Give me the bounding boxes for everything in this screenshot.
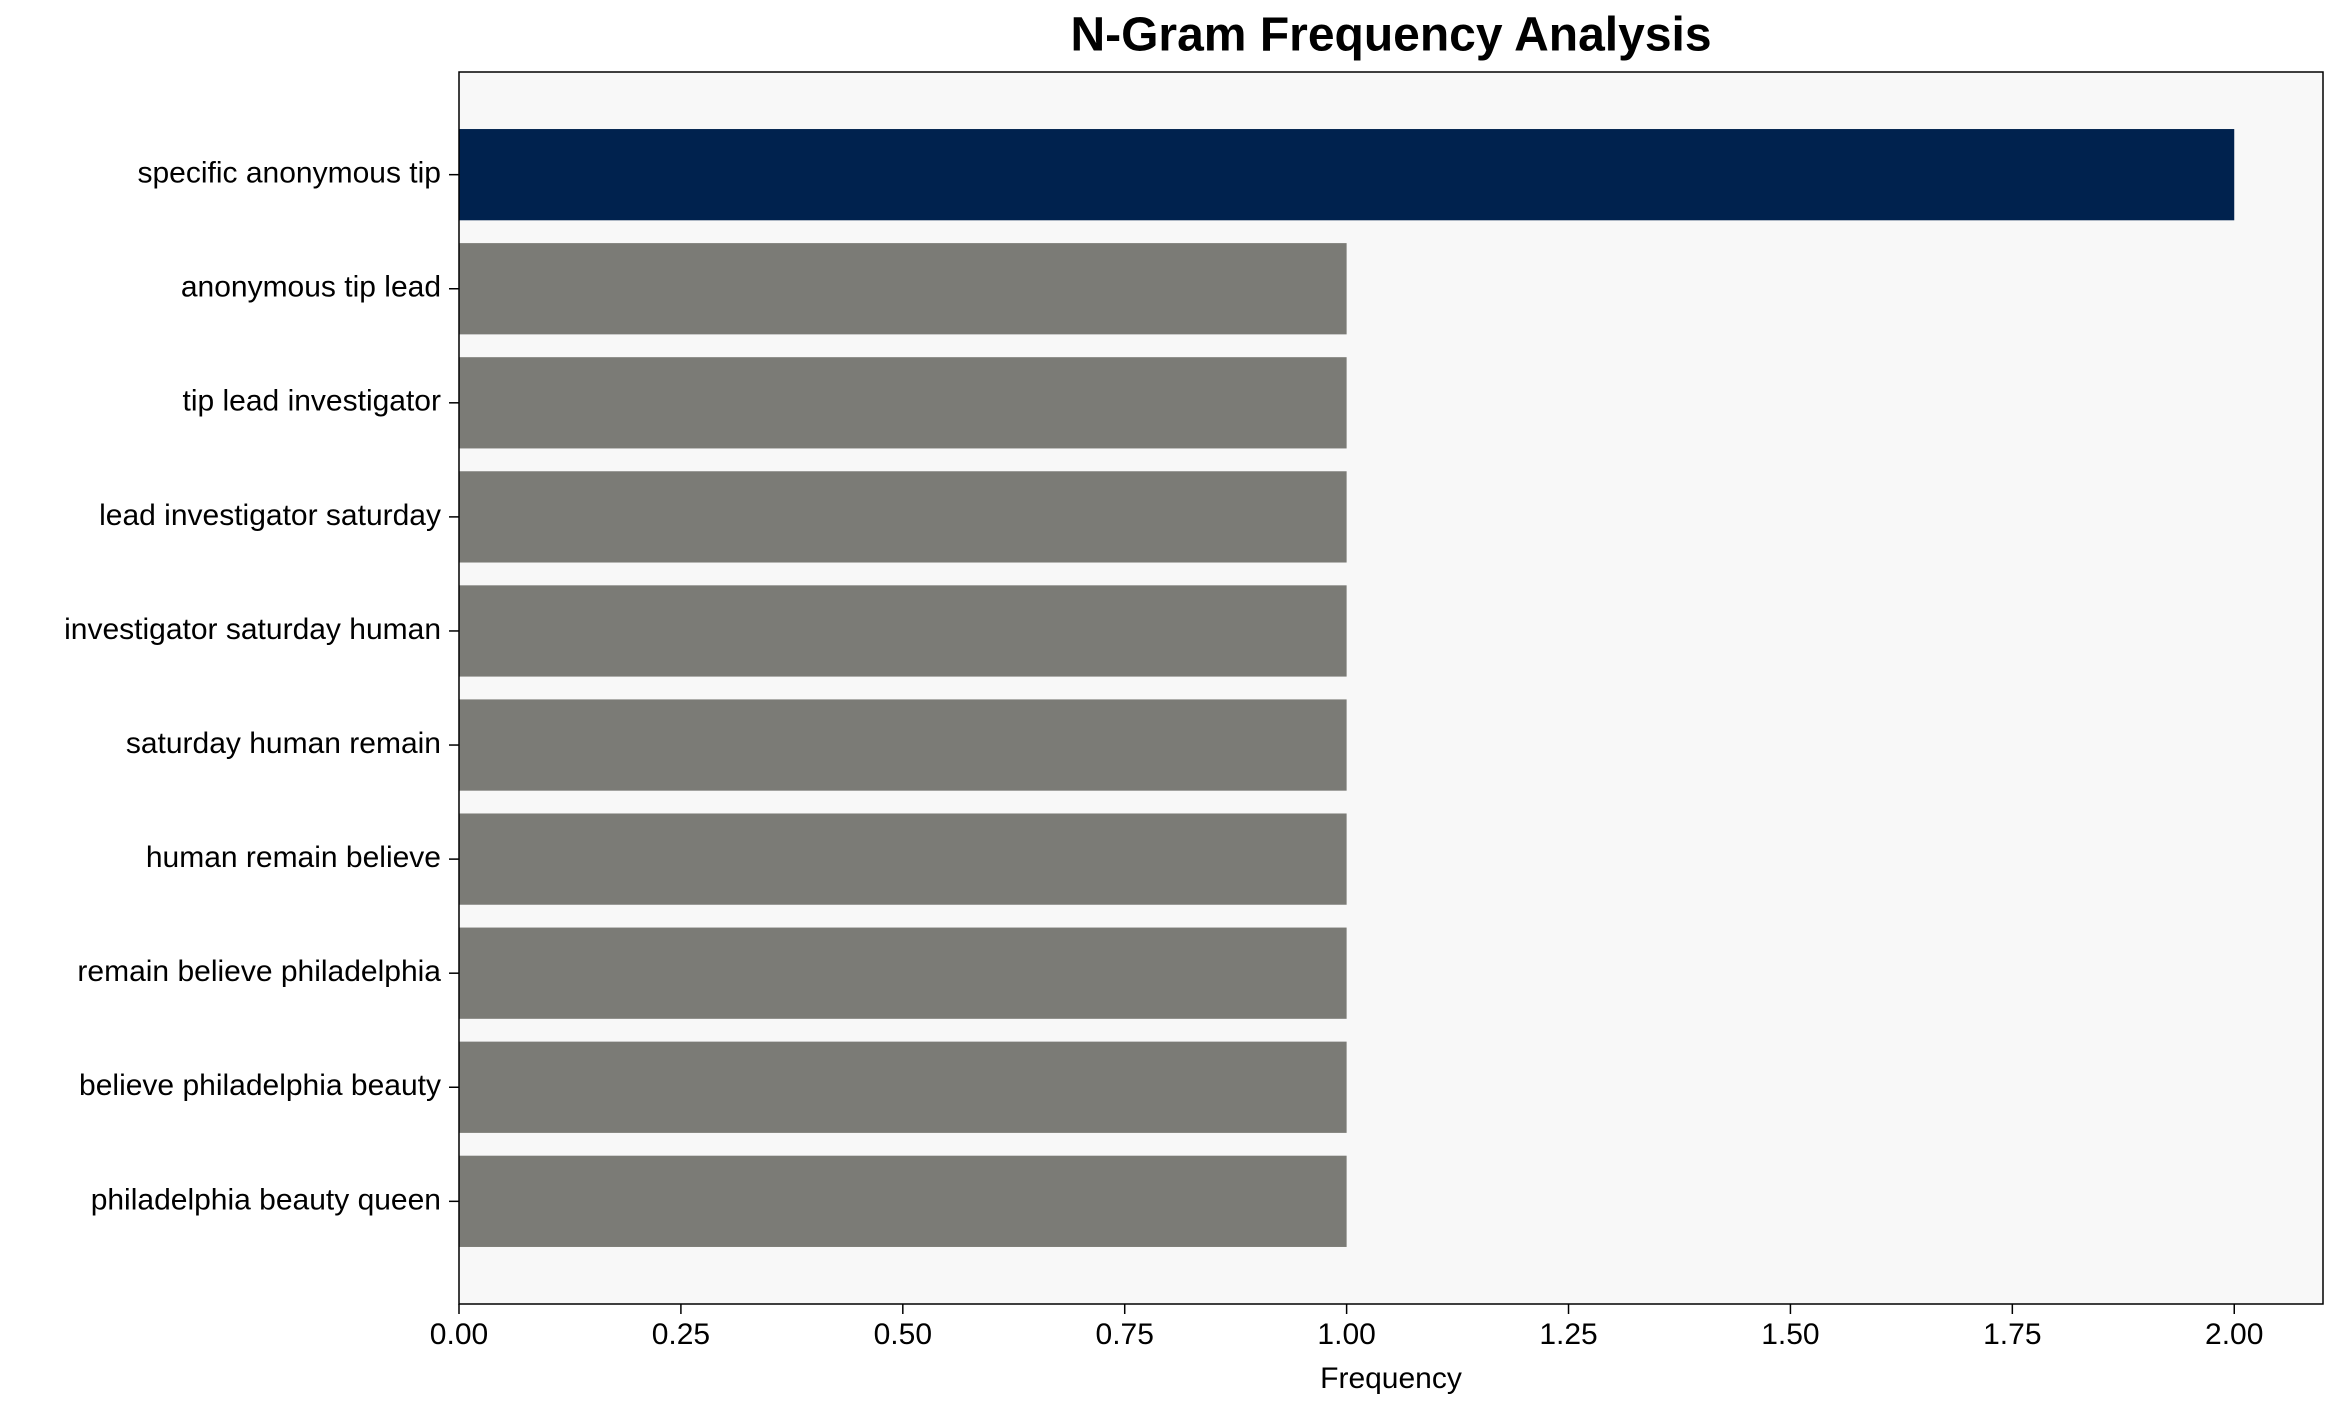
bar — [459, 357, 1347, 449]
y-tick-label: investigator saturday human — [64, 613, 441, 646]
x-tick-label: 0.00 — [430, 1318, 488, 1351]
x-tick-label: 0.75 — [1096, 1318, 1154, 1351]
bar — [459, 699, 1347, 791]
y-tick-label: philadelphia beauty queen — [91, 1183, 441, 1216]
x-tick-label: 1.75 — [1983, 1318, 2041, 1351]
bar — [459, 927, 1347, 1019]
bar — [459, 1041, 1347, 1133]
y-tick-label: specific anonymous tip — [138, 157, 442, 190]
y-tick-label: lead investigator saturday — [99, 499, 441, 532]
x-tick-label: 1.50 — [1761, 1318, 1819, 1351]
y-tick-label: anonymous tip lead — [181, 271, 441, 304]
bar — [459, 585, 1347, 677]
x-tick-label: 0.25 — [652, 1318, 710, 1351]
x-tick-label: 1.25 — [1539, 1318, 1597, 1351]
bar — [459, 813, 1347, 905]
bar — [459, 243, 1347, 335]
y-tick-label: saturday human remain — [126, 727, 441, 760]
y-tick-label: remain believe philadelphia — [77, 955, 441, 988]
plot-frame — [458, 71, 2324, 1305]
x-tick-label: 0.50 — [874, 1318, 932, 1351]
chart-title: N-Gram Frequency Analysis — [1070, 9, 1711, 62]
bar — [459, 471, 1347, 563]
y-tick-label: human remain believe — [146, 841, 441, 874]
x-tick-label: 1.00 — [1317, 1318, 1375, 1351]
bar — [459, 129, 2235, 221]
x-tick-label: 2.00 — [2205, 1318, 2263, 1351]
bar — [459, 1155, 1347, 1247]
y-tick-label: believe philadelphia beauty — [79, 1069, 441, 1102]
x-axis-label: Frequency — [1320, 1362, 1462, 1395]
y-tick-label: tip lead investigator — [183, 385, 442, 418]
